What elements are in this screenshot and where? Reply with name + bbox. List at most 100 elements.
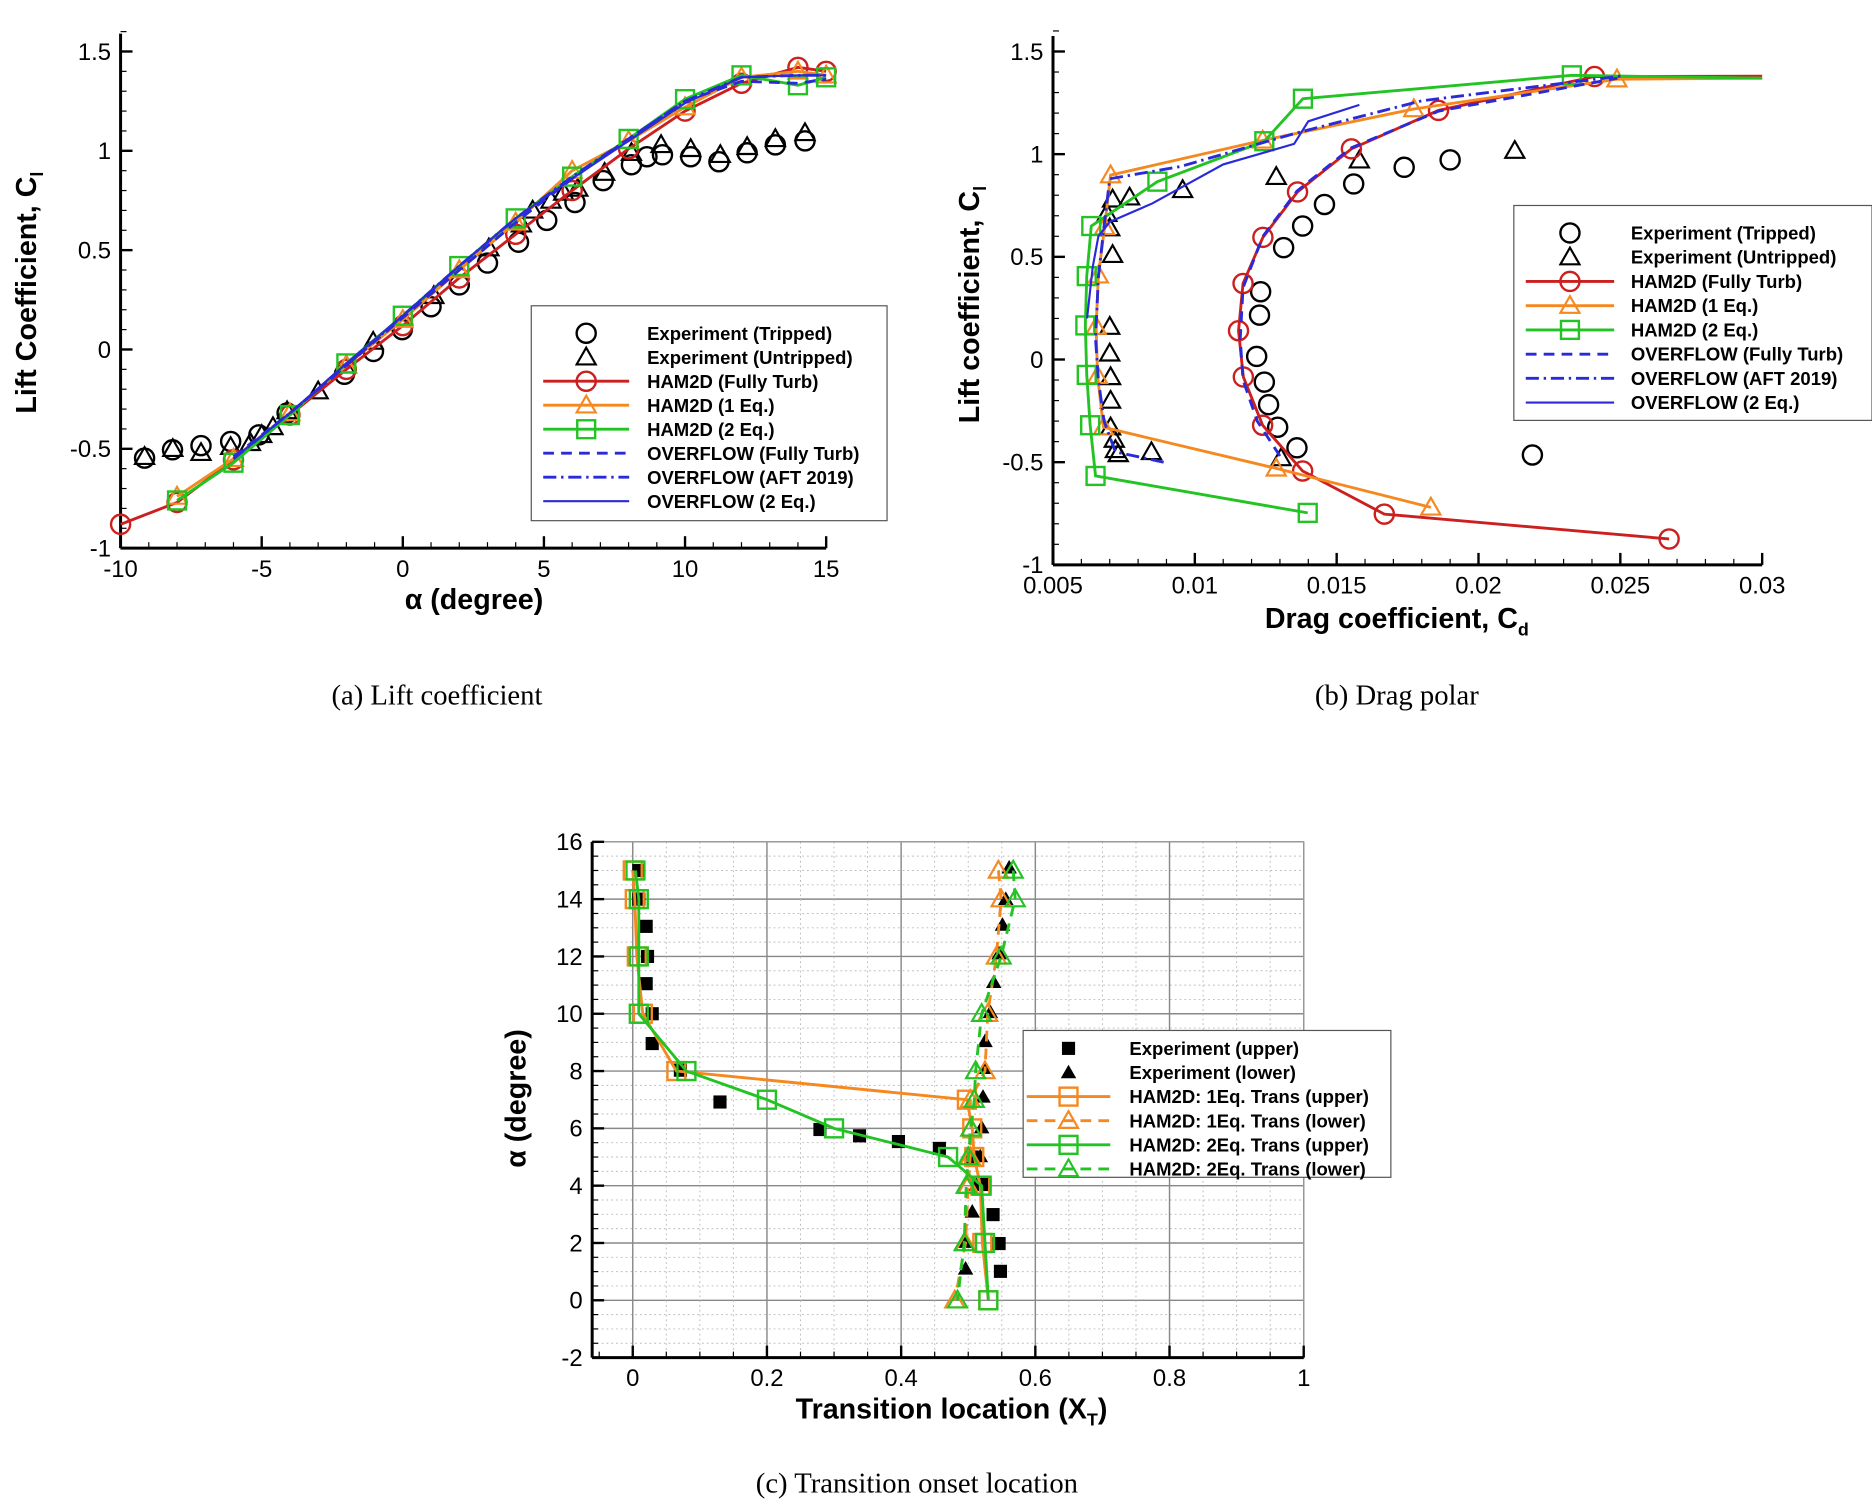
x-tick-label: 15 xyxy=(813,556,840,583)
data-point xyxy=(756,1089,778,1110)
data-point xyxy=(1232,272,1254,295)
data-point xyxy=(336,353,357,374)
legend-marker xyxy=(1061,1041,1076,1055)
data-point xyxy=(1419,495,1443,516)
data-point xyxy=(987,858,1010,879)
legend-label: HAM2D (Fully Turb) xyxy=(647,371,818,392)
data-point xyxy=(763,127,787,148)
legend-entry: HAM2D: 2Eq. Trans (upper) xyxy=(1026,1134,1369,1155)
x-axis-title-text: α (degree) xyxy=(405,584,544,616)
data-point xyxy=(1439,149,1461,171)
legend-label: HAM2D (2 Eq.) xyxy=(1631,319,1758,340)
data-point xyxy=(1266,416,1289,439)
x-tick-label: 10 xyxy=(672,556,699,583)
legend-marker xyxy=(1559,270,1581,293)
legend-entry: HAM2D (1 Eq.) xyxy=(543,393,775,416)
x-tick-label: 0.2 xyxy=(750,1365,783,1392)
data-point xyxy=(708,143,732,164)
data-point xyxy=(639,919,653,933)
data-point xyxy=(735,135,759,156)
data-point xyxy=(561,179,583,202)
data-point xyxy=(625,860,646,881)
data-point xyxy=(954,1173,978,1194)
series-line xyxy=(1094,74,1621,464)
y-tick-label: 16 xyxy=(556,829,583,856)
legend-entry: HAM2D (2 Eq.) xyxy=(543,419,775,440)
series-6 xyxy=(1094,74,1621,464)
legend-marker xyxy=(1057,1109,1080,1129)
data-point xyxy=(823,1118,845,1139)
legend-label: Experiment (Untripped) xyxy=(1631,247,1837,268)
data-point xyxy=(993,1264,1008,1278)
legend-marker xyxy=(1060,1064,1077,1079)
y-axis-title: Lift coefficient, Cl xyxy=(954,186,990,423)
x-tick-label: 0 xyxy=(626,1365,639,1392)
data-point xyxy=(1001,858,1025,879)
y-axis-title: Lift Coefficient, Cl xyxy=(11,172,47,414)
data-point xyxy=(1076,364,1097,386)
data-point xyxy=(223,452,244,473)
data-point xyxy=(618,128,639,150)
legend-entry: OVERFLOW (AFT 2019) xyxy=(1525,368,1837,389)
data-point xyxy=(1245,345,1268,368)
data-point xyxy=(1249,280,1272,303)
x-axis-title: Transition location (XT) xyxy=(796,1393,1108,1429)
legend-label: HAM2D (Fully Turb) xyxy=(1631,271,1802,292)
data-point xyxy=(1248,304,1271,326)
legend-label: Experiment (Tripped) xyxy=(647,323,832,344)
series-0 xyxy=(1245,149,1544,466)
data-point xyxy=(977,1033,993,1048)
legend-entry: HAM2D: 1Eq. Trans (upper) xyxy=(1026,1086,1369,1107)
data-point xyxy=(1291,460,1314,482)
legend-entry: HAM2D (1 Eq.) xyxy=(1525,293,1758,316)
data-point xyxy=(1140,440,1163,461)
data-point xyxy=(628,888,649,910)
legend-label: Experiment (upper) xyxy=(1129,1038,1299,1059)
data-point xyxy=(190,434,212,457)
data-point xyxy=(1292,88,1314,109)
series-line xyxy=(631,870,990,1301)
x-tick-label: -10 xyxy=(103,556,137,583)
data-point xyxy=(731,65,752,86)
y-tick-label: 12 xyxy=(556,944,583,971)
legend-entry: OVERFLOW (Fully Turb) xyxy=(1525,344,1843,365)
data-point xyxy=(1080,415,1101,436)
y-tick-label: 0 xyxy=(1030,347,1043,374)
legend-entry: Experiment (Tripped) xyxy=(1559,222,1816,244)
x-axis-title-tail: ) xyxy=(1098,1393,1108,1425)
legend-box xyxy=(1022,1029,1392,1178)
x-tick-label: 0.005 xyxy=(1023,573,1083,600)
data-point xyxy=(1297,502,1318,524)
data-point xyxy=(1427,99,1450,122)
series-line xyxy=(956,870,1017,1301)
y-axis-title-text: α (degree) xyxy=(500,1029,532,1168)
data-point xyxy=(986,1208,1000,1222)
y-tick-label: 14 xyxy=(556,886,583,913)
data-point xyxy=(1521,444,1544,466)
data-point xyxy=(1106,442,1130,463)
x-axis-title-subscript: d xyxy=(1518,619,1529,639)
figure-caption: (b) Drag polar xyxy=(1315,680,1479,712)
legend-entry: OVERFLOW (2 Eq.) xyxy=(543,491,816,512)
data-point xyxy=(964,1059,988,1080)
x-tick-label: 0.025 xyxy=(1590,573,1650,600)
legend-marker xyxy=(576,419,597,440)
legend-entry: Experiment (upper) xyxy=(1061,1038,1299,1059)
legend-label: OVERFLOW (AFT 2019) xyxy=(647,467,854,488)
series-line xyxy=(634,870,990,1301)
legend-entry: HAM2D (2 Eq.) xyxy=(1525,319,1758,340)
data-point xyxy=(639,977,653,991)
y-tick-label: -0.5 xyxy=(70,436,111,463)
y-tick-label: 10 xyxy=(556,1001,583,1028)
series-4 xyxy=(1075,65,1763,524)
data-point xyxy=(959,1116,983,1137)
data-point xyxy=(1081,215,1102,237)
data-point xyxy=(1561,65,1582,86)
data-point xyxy=(628,1003,649,1024)
y-tick-label: 6 xyxy=(569,1116,582,1143)
data-point xyxy=(1076,265,1097,287)
legend-entry: OVERFLOW (2 Eq.) xyxy=(1525,392,1799,413)
series-7 xyxy=(232,74,827,460)
